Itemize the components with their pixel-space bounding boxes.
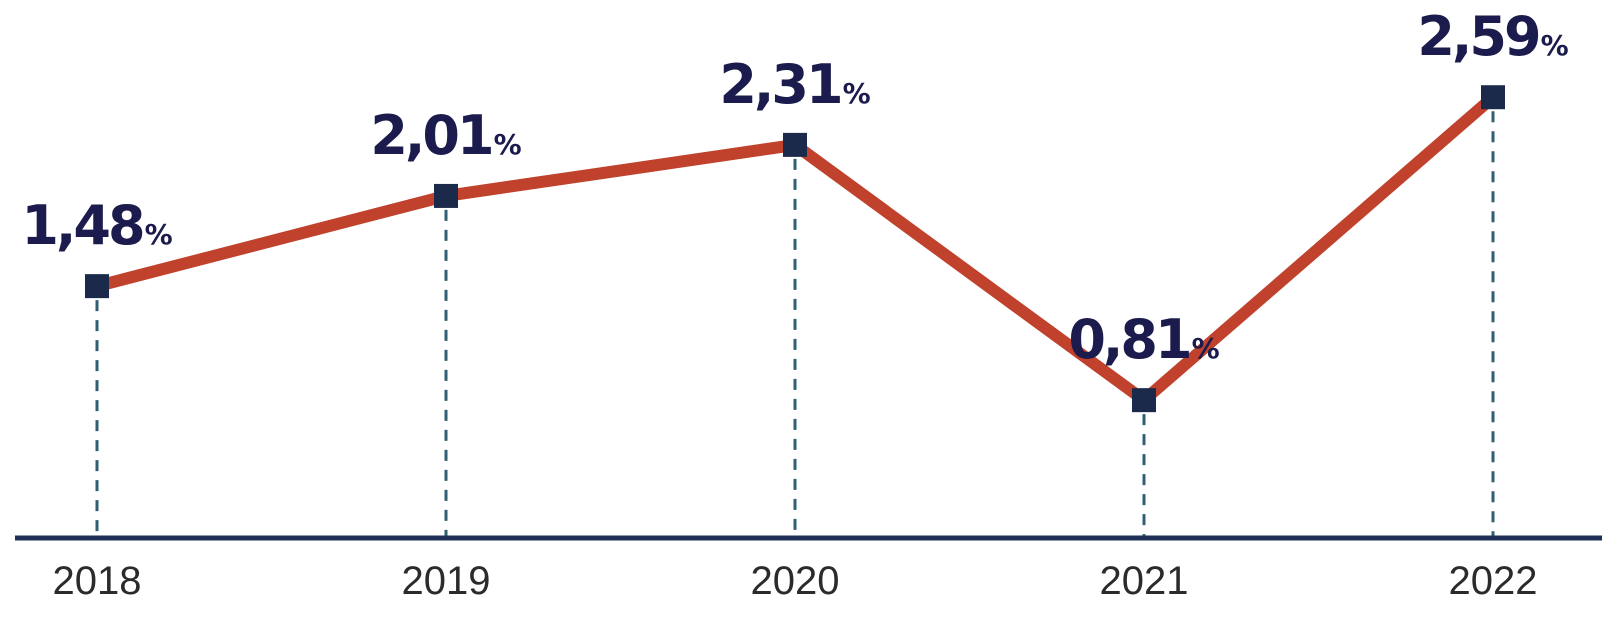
- guide-lines: [95, 111, 1495, 538]
- x-tick-2021: 2021: [1100, 559, 1189, 603]
- x-tick-labels: 2018 2019 2020 2021 2022: [53, 559, 1538, 603]
- data-label-2019: 2,01%: [370, 104, 521, 167]
- x-tick-2020: 2020: [751, 559, 840, 603]
- data-marker-2018: [85, 274, 109, 299]
- data-marker-2021: [1132, 388, 1156, 413]
- data-labels: 1,48% 2,01% 2,31% 0,81% 2,59%: [21, 5, 1568, 371]
- x-tick-2022: 2022: [1449, 559, 1538, 603]
- data-marker-2020: [783, 132, 807, 157]
- data-label-2021: 0,81%: [1068, 308, 1219, 371]
- data-marker-2019: [434, 183, 458, 208]
- x-tick-2018: 2018: [53, 559, 142, 603]
- data-marker-2022: [1481, 85, 1505, 110]
- data-label-2022: 2,59%: [1417, 5, 1568, 68]
- data-label-2020: 2,31%: [719, 53, 870, 116]
- x-tick-2019: 2019: [402, 559, 491, 603]
- data-label-2018: 1,48%: [21, 194, 172, 257]
- data-markers: [85, 85, 1505, 413]
